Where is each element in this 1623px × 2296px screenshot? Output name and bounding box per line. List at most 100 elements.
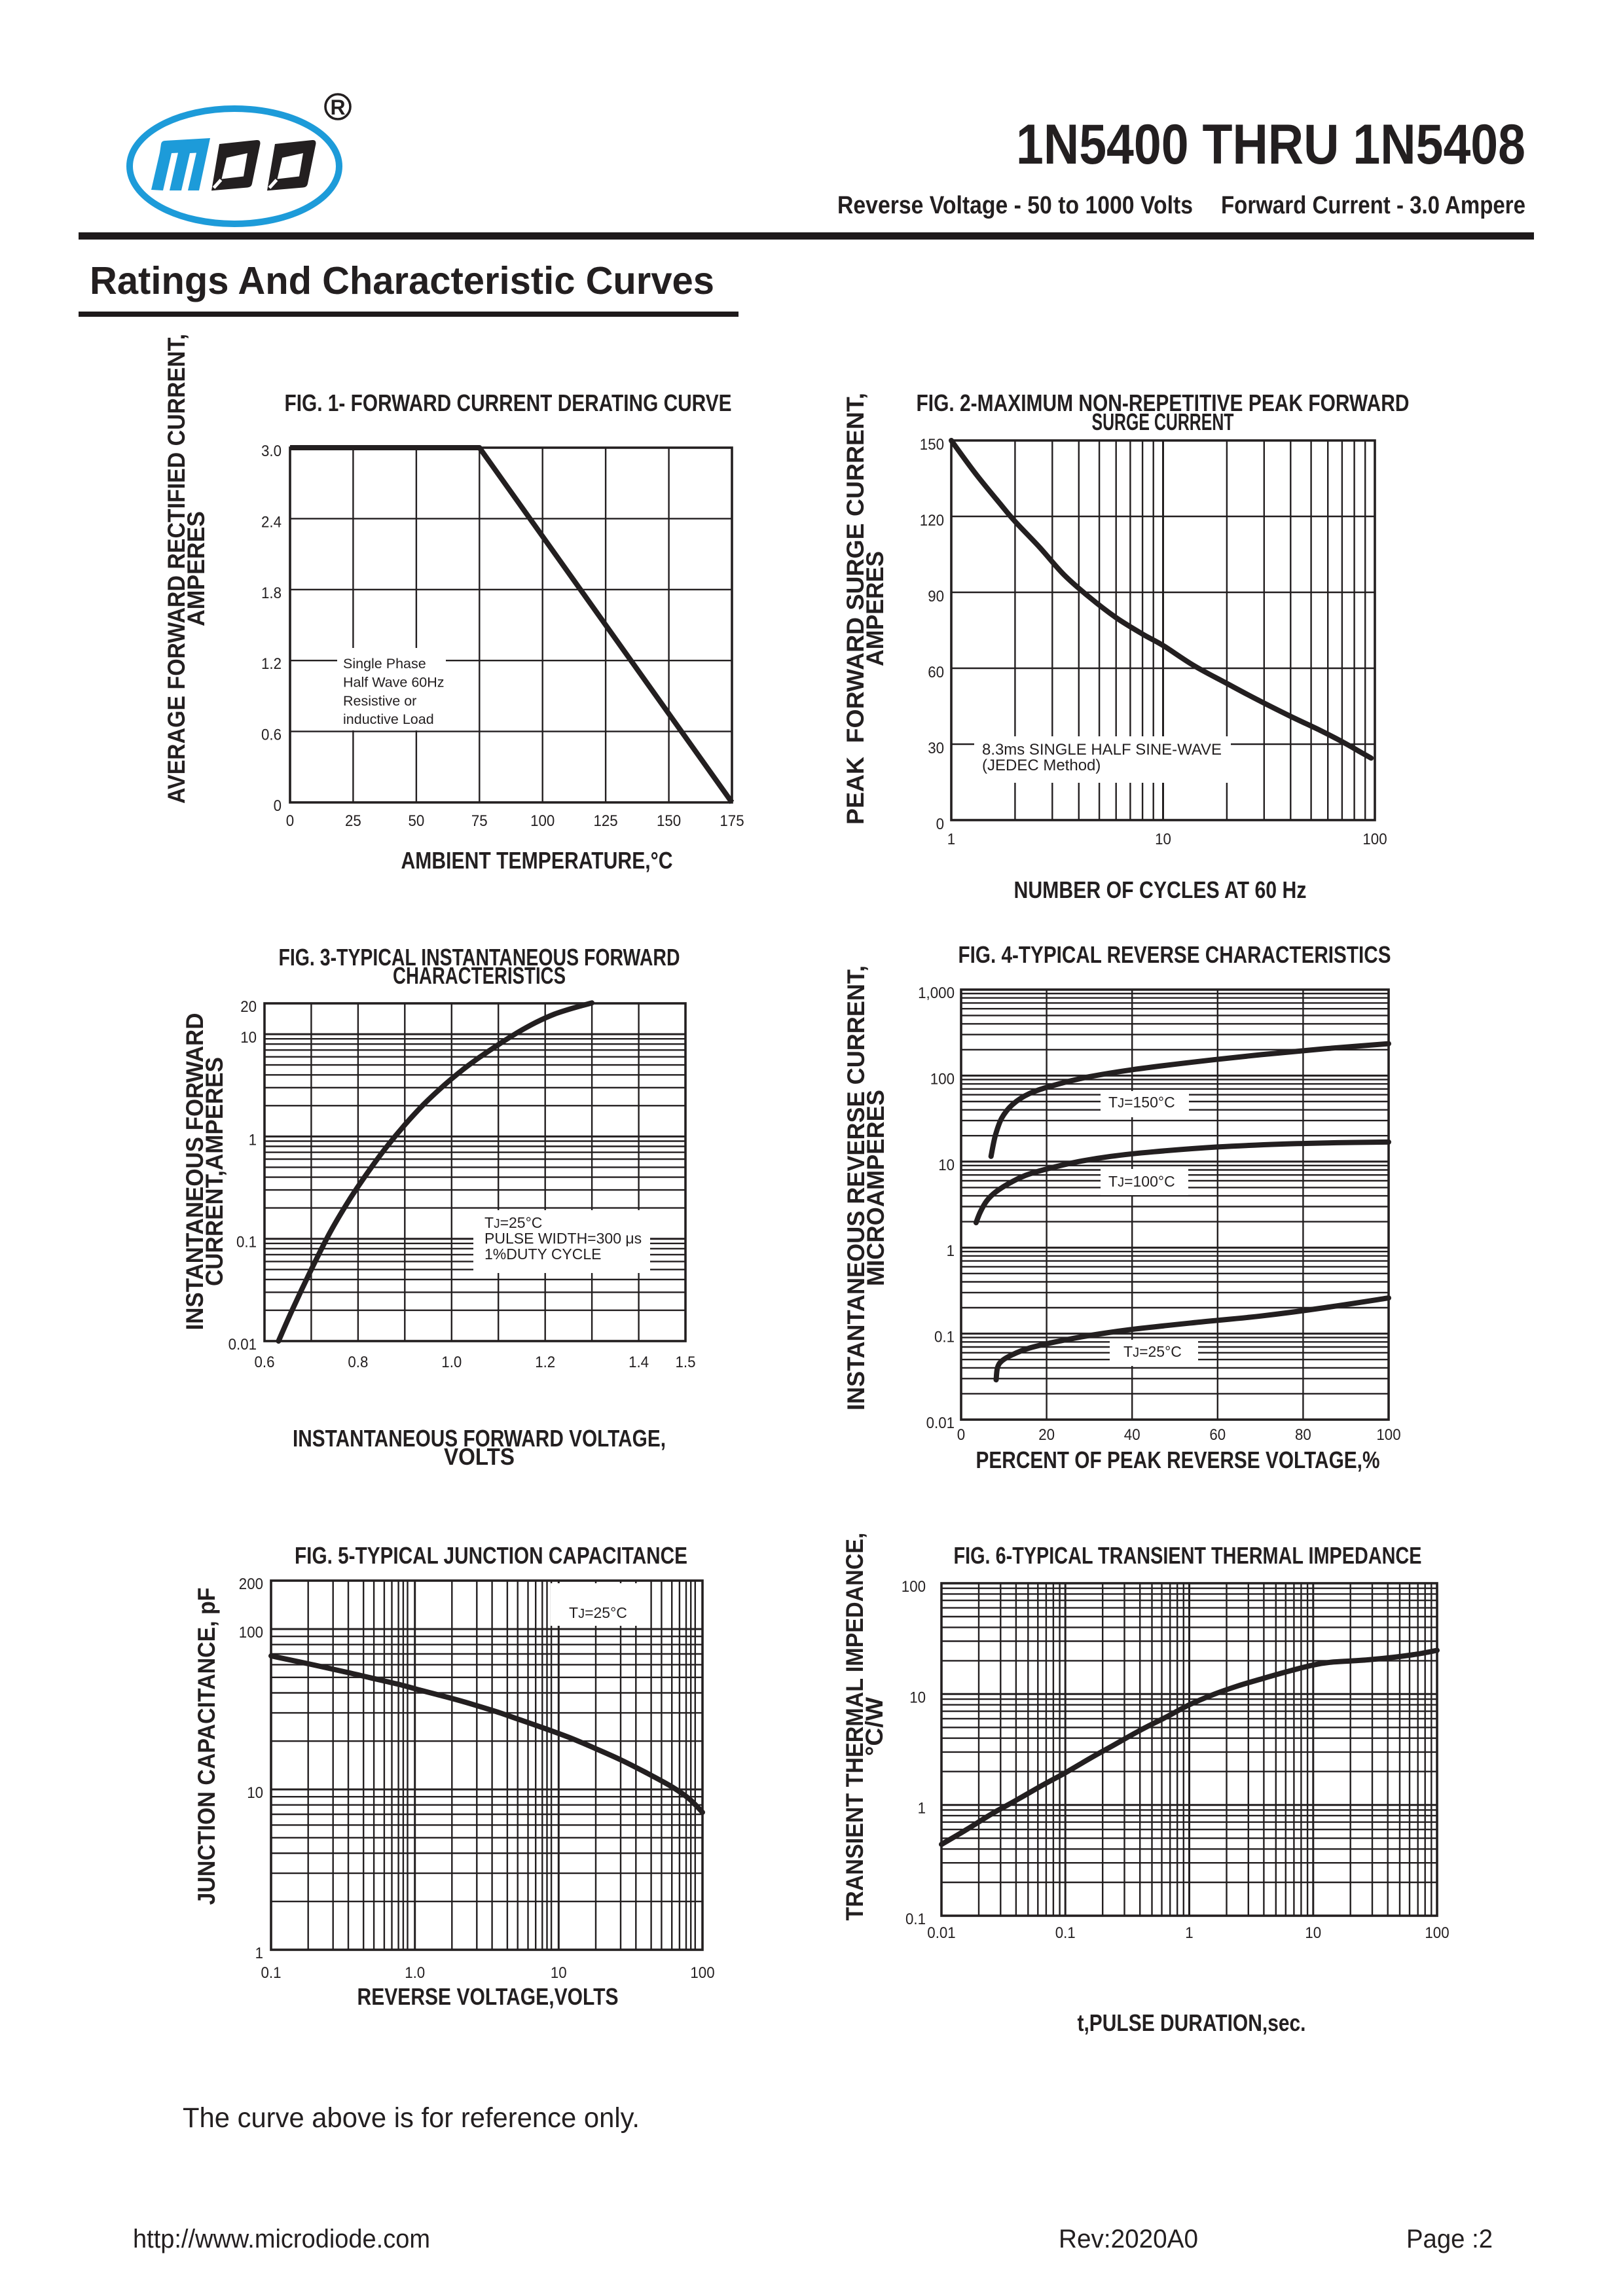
svg-text:10: 10 xyxy=(247,1784,263,1802)
svg-text:°C/W: °C/W xyxy=(861,1697,888,1756)
svg-text:100: 100 xyxy=(1362,831,1387,848)
svg-text:Page :2: Page :2 xyxy=(1406,2225,1493,2253)
svg-text:10: 10 xyxy=(240,1029,257,1047)
svg-text:CHARACTERISTICS: CHARACTERISTICS xyxy=(393,962,566,989)
svg-text:25: 25 xyxy=(345,812,361,830)
svg-text:t,PULSE DURATION,sec.: t,PULSE DURATION,sec. xyxy=(1078,2009,1306,2036)
svg-text:40: 40 xyxy=(1124,1426,1140,1444)
svg-text:Single Phase: Single Phase xyxy=(343,656,426,672)
svg-text:1: 1 xyxy=(947,831,955,848)
svg-text:0: 0 xyxy=(936,816,944,833)
svg-text:1: 1 xyxy=(947,1242,955,1260)
svg-text:Resistive or: Resistive or xyxy=(343,693,416,709)
svg-text:10: 10 xyxy=(551,1964,567,1982)
svg-text:100: 100 xyxy=(1425,1924,1449,1942)
svg-text:1.4: 1.4 xyxy=(629,1354,649,1371)
svg-text:75: 75 xyxy=(471,812,488,830)
svg-text:1.5: 1.5 xyxy=(676,1354,696,1371)
svg-text:90: 90 xyxy=(928,588,944,605)
svg-text:0.6: 0.6 xyxy=(255,1354,275,1371)
svg-text:100: 100 xyxy=(530,812,555,830)
svg-text:120: 120 xyxy=(920,512,944,529)
svg-text:0.01: 0.01 xyxy=(927,1924,955,1942)
svg-text:Reverse Voltage - 50 to 1000 V: Reverse Voltage - 50 to 1000 Volts xyxy=(837,192,1193,219)
svg-text:AMPERES: AMPERES xyxy=(862,551,888,666)
svg-text:125: 125 xyxy=(594,812,618,830)
svg-text:10: 10 xyxy=(909,1689,926,1706)
svg-text:1: 1 xyxy=(255,1945,263,1962)
svg-text:FIG. 4-TYPICAL REVERSE CHARACT: FIG. 4-TYPICAL REVERSE CHARACTERISTICS xyxy=(958,941,1391,968)
svg-text:1.0: 1.0 xyxy=(405,1964,425,1982)
svg-text:1N5400 THRU 1N5408: 1N5400 THRU 1N5408 xyxy=(1016,113,1525,176)
svg-text:0: 0 xyxy=(274,797,282,815)
svg-text:10: 10 xyxy=(1155,831,1171,848)
svg-text:Ratings And Characteristic Cur: Ratings And Characteristic Curves xyxy=(90,259,714,302)
svg-text:100: 100 xyxy=(930,1070,955,1088)
svg-text:1.8: 1.8 xyxy=(261,584,282,602)
svg-text:60: 60 xyxy=(1209,1426,1226,1444)
svg-text:30: 30 xyxy=(928,740,944,757)
svg-text:INSTANTANEOUS FORWARD VOLTAGE,: INSTANTANEOUS FORWARD VOLTAGE, xyxy=(293,1425,666,1452)
svg-text:TJ=25°C: TJ=25°C xyxy=(484,1214,542,1231)
svg-text:http://www.microdiode.com: http://www.microdiode.com xyxy=(133,2225,430,2253)
svg-text:3.0: 3.0 xyxy=(261,442,282,460)
svg-text:R: R xyxy=(330,96,345,119)
svg-text:SURGE CURRENT: SURGE CURRENT xyxy=(1092,408,1234,435)
svg-text:MICROAMPERES: MICROAMPERES xyxy=(862,1090,889,1286)
svg-text:FIG. 3-TYPICAL INSTANTANEOUS F: FIG. 3-TYPICAL INSTANTANEOUS FORWARD xyxy=(279,944,680,971)
svg-text:Rev:2020A0: Rev:2020A0 xyxy=(1059,2225,1198,2253)
svg-text:AVERAGE FORWARD RECTIFIED CURR: AVERAGE FORWARD RECTIFIED CURRENT, xyxy=(163,334,190,804)
svg-text:1: 1 xyxy=(1185,1924,1193,1942)
svg-text:JUNCTION CAPACITANCE, pF: JUNCTION CAPACITANCE, pF xyxy=(193,1588,220,1905)
svg-text:0.01: 0.01 xyxy=(228,1336,257,1354)
svg-text:1%DUTY CYCLE: 1%DUTY CYCLE xyxy=(484,1246,602,1263)
svg-text:PEAK FORWARD SURGE CURRENT,: PEAK FORWARD SURGE CURRENT, xyxy=(842,393,869,825)
svg-text:0.1: 0.1 xyxy=(236,1234,257,1251)
svg-text:0.8: 0.8 xyxy=(348,1354,368,1371)
svg-text:AMBIENT TEMPERATURE,°C: AMBIENT TEMPERATURE,°C xyxy=(401,847,673,874)
svg-text:TJ=25°C: TJ=25°C xyxy=(569,1604,627,1621)
svg-text:0: 0 xyxy=(286,812,294,830)
svg-text:20: 20 xyxy=(240,998,257,1016)
svg-text:(JEDEC Method): (JEDEC Method) xyxy=(982,757,1101,774)
svg-text:10: 10 xyxy=(1305,1924,1321,1942)
svg-text:0.1: 0.1 xyxy=(934,1329,955,1346)
svg-text:80: 80 xyxy=(1295,1426,1311,1444)
svg-text:0.1: 0.1 xyxy=(1055,1924,1076,1942)
svg-text:VOLTS: VOLTS xyxy=(444,1443,515,1470)
svg-text:REVERSE VOLTAGE,VOLTS: REVERSE VOLTAGE,VOLTS xyxy=(357,1983,619,2010)
svg-text:200: 200 xyxy=(239,1575,263,1593)
svg-text:PULSE WIDTH=300 μs: PULSE WIDTH=300 μs xyxy=(484,1230,642,1247)
svg-text:100: 100 xyxy=(1376,1426,1400,1444)
svg-text:100: 100 xyxy=(239,1624,263,1641)
svg-text:PERCENT OF PEAK REVERSE VOLTAG: PERCENT OF PEAK REVERSE VOLTAGE,% xyxy=(976,1446,1380,1473)
svg-text:2.4: 2.4 xyxy=(261,513,282,531)
svg-text:0: 0 xyxy=(957,1426,965,1444)
svg-text:FIG. 2-MAXIMUM NON-REPETITIVE: FIG. 2-MAXIMUM NON-REPETITIVE PEAK FORWA… xyxy=(917,389,1410,416)
svg-text:INSTANTANEOUS REVERSE CURRENT,: INSTANTANEOUS REVERSE CURRENT, xyxy=(843,965,869,1410)
svg-text:20: 20 xyxy=(1038,1426,1055,1444)
svg-text:1,000: 1,000 xyxy=(918,984,955,1002)
svg-text:100: 100 xyxy=(690,1964,714,1982)
svg-text:1: 1 xyxy=(249,1131,257,1149)
svg-text:TJ=100°C: TJ=100°C xyxy=(1108,1173,1175,1190)
svg-text:0.1: 0.1 xyxy=(261,1964,282,1982)
svg-text:50: 50 xyxy=(409,812,425,830)
svg-text:0.01: 0.01 xyxy=(926,1414,955,1432)
svg-text:1.2: 1.2 xyxy=(261,655,282,673)
svg-text:1.0: 1.0 xyxy=(441,1354,462,1371)
svg-text:Half Wave 60Hz: Half Wave 60Hz xyxy=(343,674,445,690)
svg-text:Forward Current - 3.0 Ampere: Forward Current - 3.0 Ampere xyxy=(1221,192,1525,219)
svg-text:1.2: 1.2 xyxy=(535,1354,555,1371)
svg-text:The curve above is for referen: The curve above is for reference only. xyxy=(183,2102,640,2134)
svg-text:NUMBER OF CYCLES AT 60 Hz: NUMBER OF CYCLES AT 60 Hz xyxy=(1014,876,1307,903)
svg-text:FIG. 1- FORWARD CURRENT DERATI: FIG. 1- FORWARD CURRENT DERATING CURVE xyxy=(285,389,732,416)
svg-text:8.3ms SINGLE HALF SINE-WAVE: 8.3ms SINGLE HALF SINE-WAVE xyxy=(982,741,1222,759)
svg-text:FIG. 6-TYPICAL TRANSIENT THERM: FIG. 6-TYPICAL TRANSIENT THERMAL IMPEDAN… xyxy=(954,1542,1422,1569)
svg-text:150: 150 xyxy=(920,436,944,454)
svg-text:CURRENT,AMPERES: CURRENT,AMPERES xyxy=(201,1057,228,1286)
svg-text:0.1: 0.1 xyxy=(905,1910,926,1928)
svg-text:AMPERES: AMPERES xyxy=(183,511,210,626)
svg-text:1: 1 xyxy=(918,1800,926,1818)
svg-text:TJ=25°C: TJ=25°C xyxy=(1123,1343,1182,1360)
